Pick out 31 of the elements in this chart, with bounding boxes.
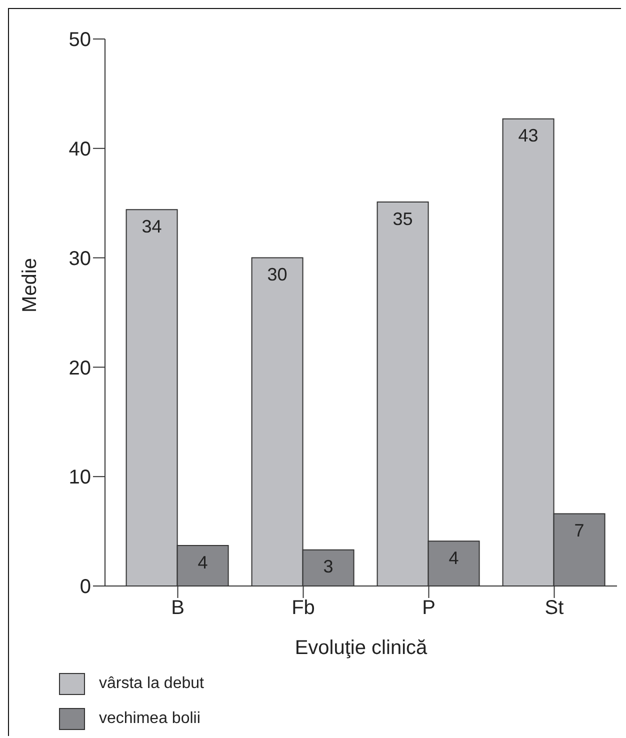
- bar: [502, 118, 554, 586]
- data-label: 7: [574, 520, 584, 541]
- data-label: 35: [392, 208, 413, 229]
- bar: [553, 513, 606, 586]
- y-tick-label: 0: [80, 576, 91, 598]
- data-label: 4: [198, 552, 208, 572]
- y-axis-title: Medie: [19, 258, 42, 312]
- y-tick-label: 10: [68, 466, 91, 489]
- x-tick-label: B: [171, 597, 184, 620]
- y-tick-label: 40: [68, 138, 91, 160]
- bar: [176, 545, 229, 586]
- y-tick-label: 30: [68, 248, 91, 270]
- bar: [376, 202, 429, 586]
- bar: [251, 257, 304, 586]
- y-tick-label: 50: [68, 29, 91, 52]
- y-tick-label: 20: [68, 357, 91, 380]
- legend-label: vârsta la debut: [99, 674, 204, 692]
- x-axis-title: Evoluţie clinică: [294, 637, 428, 659]
- data-label: 43: [518, 126, 538, 146]
- bar: [428, 540, 480, 586]
- bar: [302, 549, 354, 586]
- x-tick-label: P: [422, 597, 436, 620]
- data-label: 34: [142, 216, 162, 236]
- frame: B Fb P St Evoluţie clinică 0 10 20 30 40 50 Medie 34 30 35 43 4 3 4 7 vârsta la debut vechimea bolii: [8, 8, 621, 736]
- legend-label: vechimea bolii: [99, 710, 200, 728]
- x-tick-label: St: [544, 597, 564, 620]
- data-label: 3: [323, 556, 334, 577]
- data-label: 30: [267, 264, 288, 285]
- x-tick-label: Fb: [292, 597, 315, 620]
- bar: [126, 209, 178, 586]
- data-label: 4: [448, 548, 459, 568]
